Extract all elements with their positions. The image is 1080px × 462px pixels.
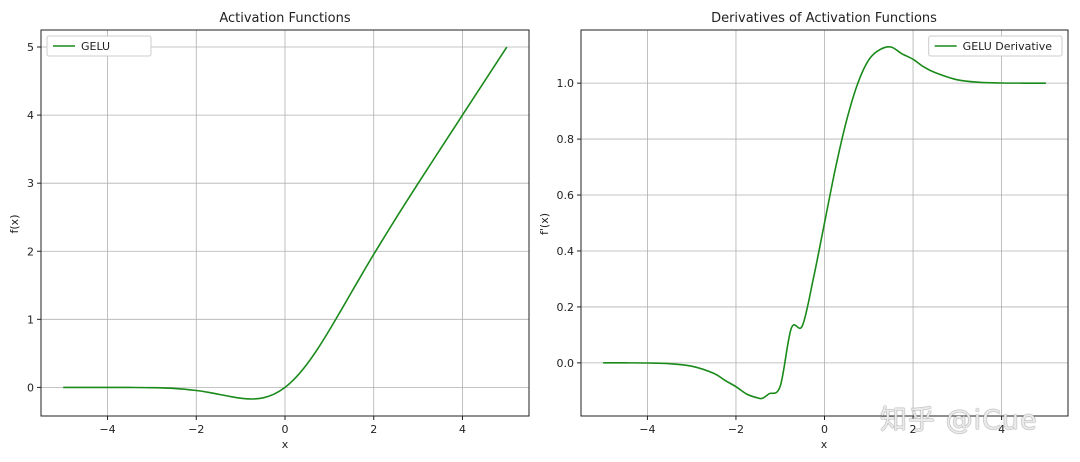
- left-xtick-label-1: −2: [188, 423, 204, 436]
- chart-right-xlabel: x: [821, 438, 828, 451]
- right-xtick-label-1: −2: [728, 423, 744, 436]
- chart-right: Derivatives of Activation Functions −4 −2…: [538, 11, 1069, 451]
- right-xtick-label-3: 2: [910, 423, 917, 436]
- left-ytick-label-4: 4: [27, 109, 34, 122]
- right-ytick-label-3: 0.6: [557, 189, 575, 202]
- chart-left-legend: GELU: [46, 35, 152, 57]
- left-ytick-label-3: 3: [27, 177, 34, 190]
- right-ytick-label-5: 1.0: [557, 77, 575, 90]
- legend-label-gelu: GELU: [81, 40, 110, 53]
- right-xtick-label-0: −4: [639, 423, 655, 436]
- chart-right-ylabel: f'(x): [538, 213, 551, 235]
- left-xtick-label-4: 4: [459, 423, 466, 436]
- right-ytick-label-0: 0.0: [557, 357, 575, 370]
- gelu-derivative-line: [603, 46, 1046, 400]
- chart-left-ylabel: f(x): [8, 215, 21, 234]
- right-ytick-label-4: 0.8: [557, 133, 575, 146]
- left-xtick-label-0: −4: [99, 423, 115, 436]
- chart-left-frame: [40, 29, 530, 417]
- gelu-line: [63, 46, 508, 400]
- right-xtick-label-4: 4: [998, 423, 1005, 436]
- left-ytick-label-5: 5: [27, 41, 34, 54]
- right-xtick-label-2: 0: [821, 423, 828, 436]
- chart-right-title: Derivatives of Activation Functions: [711, 11, 937, 26]
- left-xtick-label-3: 2: [370, 423, 377, 436]
- left-ytick-label-0: 0: [27, 381, 34, 394]
- left-ytick-label-2: 2: [27, 245, 34, 258]
- chart-left-title: Activation Functions: [219, 11, 351, 26]
- watermark-text: 知乎 @iCue: [880, 405, 1038, 436]
- legend-label-gelu-derivative: GELU Derivative: [963, 40, 1053, 53]
- right-ytick-label-2: 0.4: [557, 245, 575, 258]
- chart-right-frame: [580, 29, 1069, 417]
- right-ytick-label-1: 0.2: [557, 301, 575, 314]
- chart-right-legend: GELU Derivative: [928, 35, 1063, 57]
- chart-left-xlabel: x: [282, 438, 289, 451]
- left-xtick-label-2: 0: [282, 423, 289, 436]
- left-ytick-label-1: 1: [27, 313, 34, 326]
